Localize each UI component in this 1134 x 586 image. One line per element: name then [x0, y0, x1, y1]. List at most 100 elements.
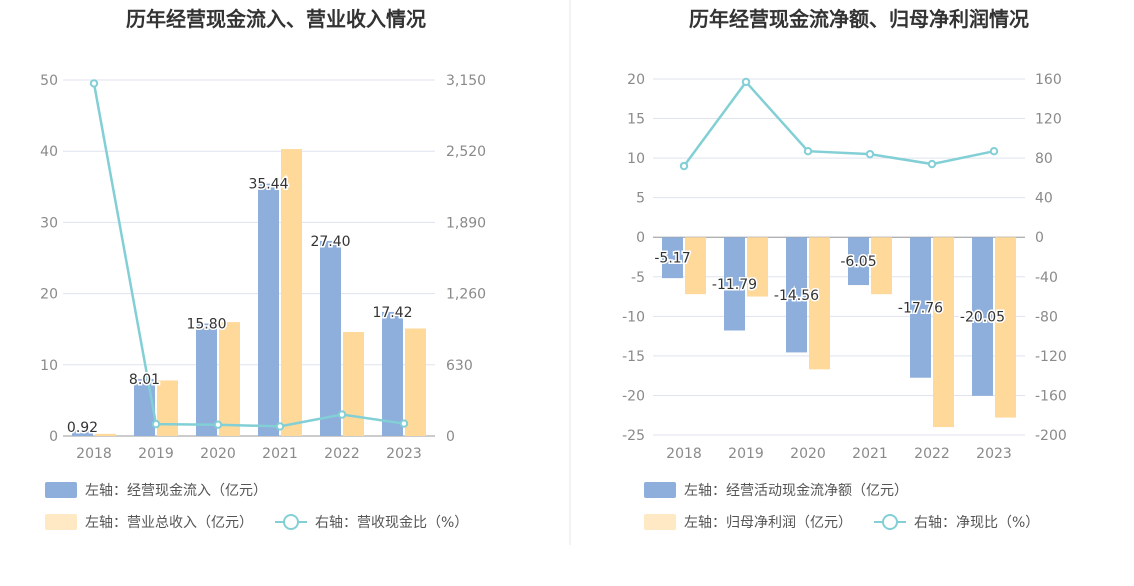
- bar: [157, 380, 178, 436]
- bar: [871, 237, 892, 295]
- line-point: [337, 410, 347, 419]
- data-label: -14.56: [774, 288, 819, 304]
- y-tick-left: 0: [49, 429, 58, 445]
- bar: [258, 183, 279, 436]
- bar: [848, 237, 869, 286]
- x-tick: 2020: [790, 446, 826, 462]
- x-tick: 2020: [200, 446, 236, 462]
- legend-label: 左轴：营业总收入（亿元）: [85, 515, 253, 531]
- y-tick-right: 1,890: [446, 215, 486, 231]
- x-tick: 2022: [914, 446, 950, 462]
- chart-right: -25 -20 -15 -10 -5 0 5 10 15 20 -200 -160 -120 -80 -40…: [622, 72, 1067, 531]
- legend-swatch-bar: [45, 482, 77, 498]
- line-point: [989, 146, 999, 156]
- y-tick-right: 160: [1035, 72, 1062, 88]
- legend-swatch-bar-light: [45, 514, 77, 530]
- x-tick: 2019: [728, 446, 764, 462]
- legend-swatch-marker: [882, 514, 898, 530]
- chart-left: 0 10 20 30 40 50 0 630 1,260 1,890 2,520 3,150 2018 2…: [40, 73, 486, 531]
- y-tick-left: 20: [627, 72, 645, 88]
- y-tick-left: 50: [40, 73, 58, 89]
- line-point: [399, 419, 409, 428]
- data-label: -5.17: [654, 251, 690, 267]
- legend-label: 左轴：归母净利润（亿元）: [684, 514, 852, 531]
- bar: [405, 328, 426, 436]
- y-tick-right: -160: [1035, 388, 1067, 404]
- y-tick-left: 0: [636, 230, 645, 246]
- x-tick: 2018: [666, 446, 702, 462]
- data-label: -20.05: [960, 310, 1005, 326]
- line-point: [151, 419, 161, 429]
- y-tick-left: 10: [627, 151, 645, 167]
- bar: [995, 237, 1016, 418]
- bar: [724, 237, 745, 331]
- line-point: [865, 149, 875, 159]
- y-tick-right: 40: [1035, 191, 1053, 207]
- legend-swatch-bar: [644, 482, 676, 498]
- y-tick-left: -25: [622, 428, 645, 444]
- y-tick-left: -10: [622, 309, 645, 325]
- y-tick-left: 5: [636, 191, 645, 207]
- y-tick-right: -40: [1035, 270, 1058, 286]
- y-tick-left: 20: [40, 287, 58, 303]
- bar: [343, 332, 364, 436]
- data-label: -11.79: [712, 277, 757, 293]
- y-tick-right: 0: [1035, 230, 1044, 246]
- data-label: 17.42: [372, 305, 412, 321]
- line-point: [89, 79, 99, 88]
- line-point: [275, 422, 285, 431]
- data-label: 15.80: [186, 317, 226, 333]
- y-tick-left: 15: [627, 112, 645, 128]
- line-point: [213, 420, 223, 429]
- y-tick-right: -80: [1035, 309, 1058, 325]
- y-tick-left: 30: [40, 215, 58, 231]
- bar: [910, 237, 931, 378]
- data-label: -17.76: [898, 300, 943, 316]
- x-tick: 2018: [76, 446, 112, 462]
- legend-swatch-marker: [283, 514, 299, 530]
- x-tick: 2023: [386, 446, 422, 462]
- bar: [219, 322, 240, 436]
- bar: [809, 237, 830, 370]
- y-tick-right: 80: [1035, 151, 1053, 167]
- y-tick-right: 1,260: [446, 287, 486, 303]
- bar: [972, 237, 993, 396]
- data-label: 0.92: [67, 420, 98, 436]
- bar: [933, 237, 954, 428]
- line-point: [679, 161, 689, 171]
- x-tick: 2021: [262, 446, 298, 462]
- bar: [382, 311, 403, 436]
- chart-title-left: 历年经营现金流入、营业收入情况: [126, 7, 426, 31]
- bar: [196, 323, 217, 436]
- legend-label: 右轴：净现比（%）: [914, 515, 1039, 531]
- bar: [747, 237, 768, 297]
- legend-swatch-bar-light: [644, 514, 676, 530]
- y-tick-right: 2,520: [446, 144, 486, 160]
- y-tick-right: 120: [1035, 112, 1062, 128]
- y-tick-left: 10: [40, 358, 58, 374]
- bar: [685, 237, 706, 295]
- y-tick-right: 0: [446, 429, 455, 445]
- y-tick-right: -200: [1035, 428, 1067, 444]
- line-point: [741, 77, 751, 87]
- bar: [281, 149, 302, 436]
- legend-label: 右轴：营收现金比（%）: [315, 515, 468, 531]
- x-tick: 2019: [138, 446, 174, 462]
- line-series: [682, 79, 995, 167]
- chart-title-right: 历年经营现金流净额、归母净利润情况: [689, 7, 1029, 31]
- legend-label: 左轴：经营活动现金流净额（亿元）: [684, 483, 908, 499]
- line-point: [803, 146, 813, 156]
- data-label: 27.40: [310, 234, 350, 250]
- y-tick-left: 40: [40, 144, 58, 160]
- y-tick-left: -5: [631, 270, 645, 286]
- bar: [786, 237, 807, 353]
- bar: [95, 433, 116, 436]
- data-label: 8.01: [129, 372, 160, 388]
- legend-label: 左轴：经营现金流入（亿元）: [85, 483, 267, 499]
- y-tick-right: -120: [1035, 349, 1067, 365]
- line-series: [92, 83, 405, 428]
- y-tick-left: -15: [622, 349, 645, 365]
- y-tick-left: -20: [622, 388, 645, 404]
- data-label: -6.05: [840, 254, 876, 270]
